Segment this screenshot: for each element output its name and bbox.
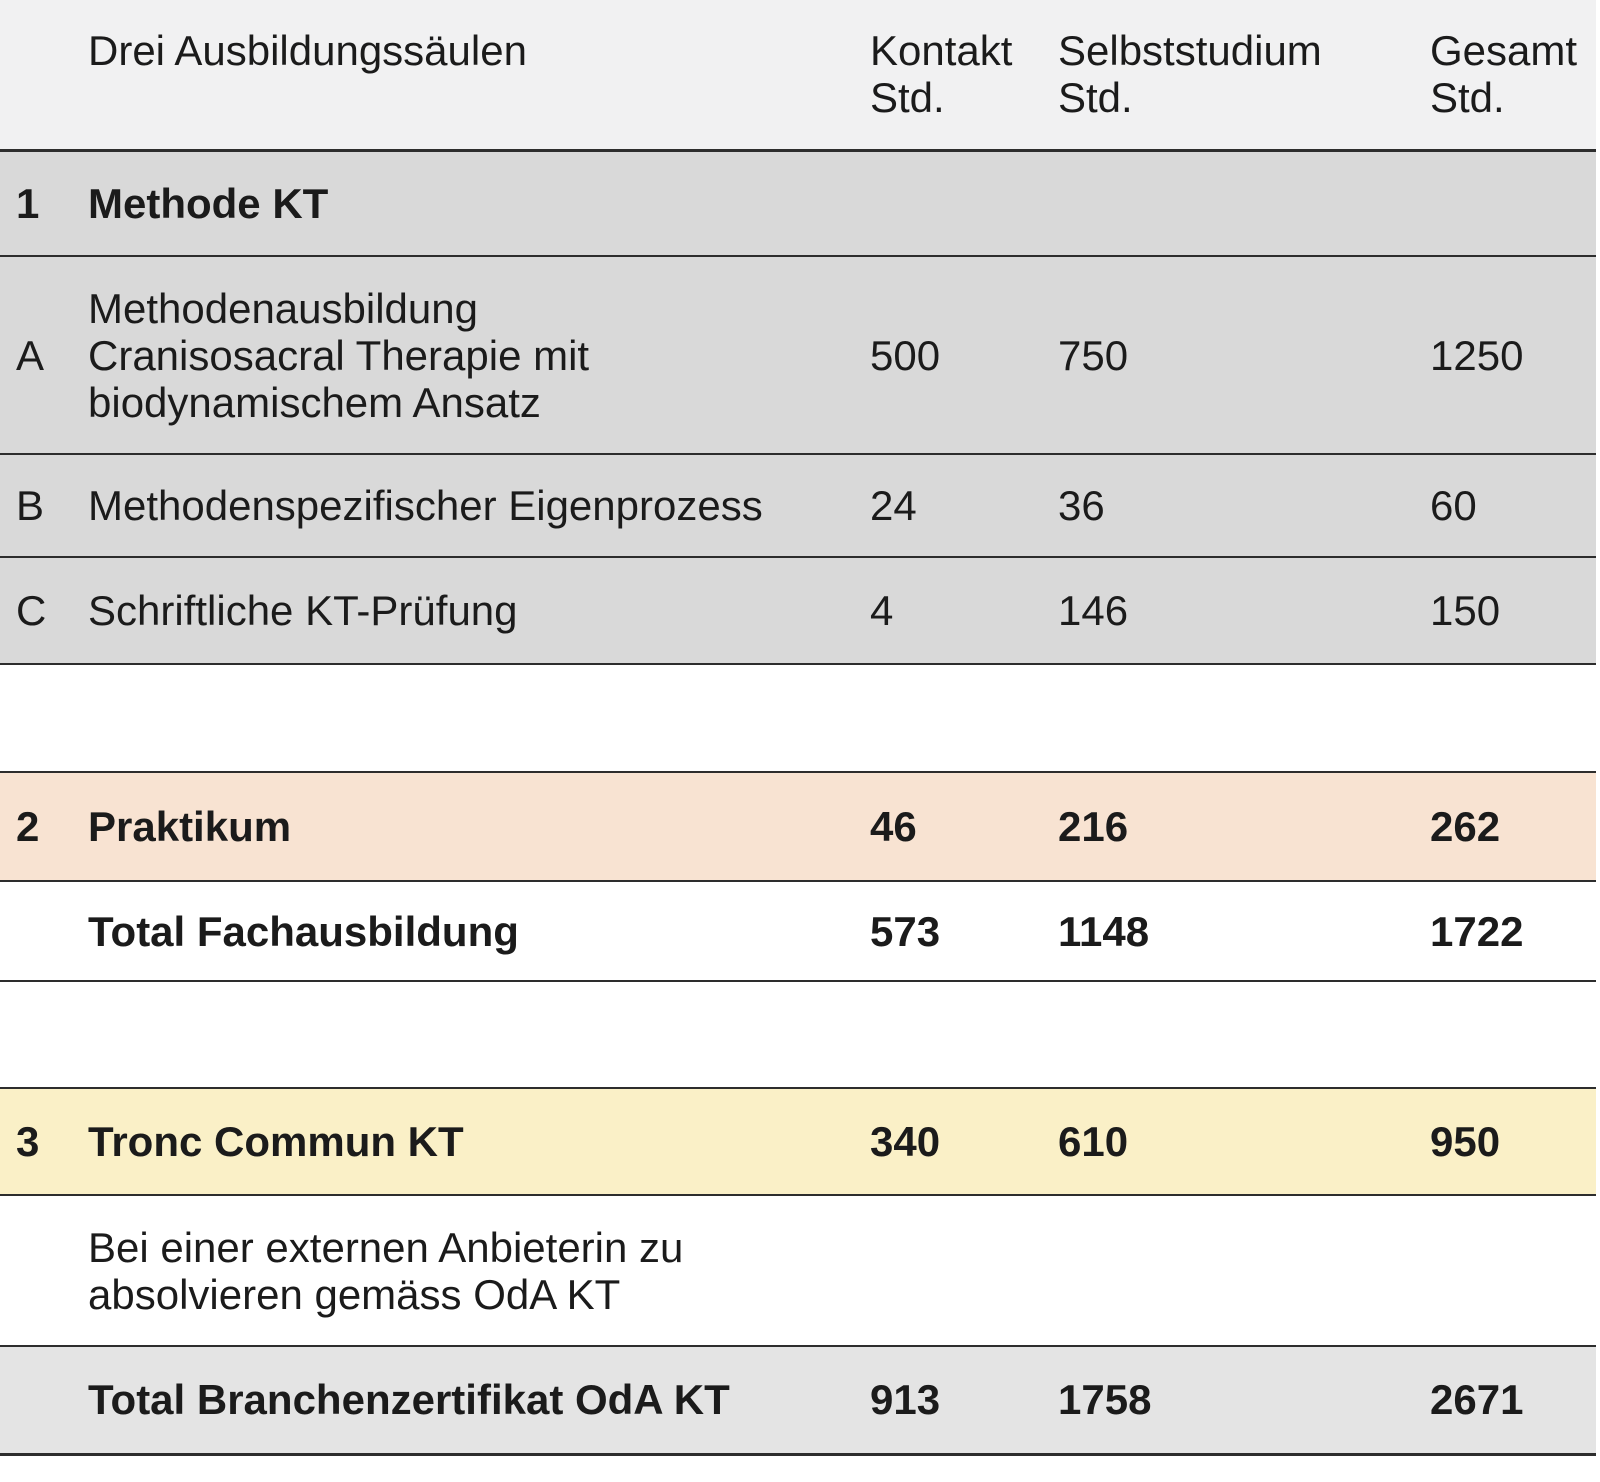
cell-gesamt: 2671 bbox=[1430, 1376, 1524, 1424]
row-label: Methode KT bbox=[88, 179, 329, 227]
row-index: 1 bbox=[16, 179, 40, 227]
cell-gesamt bbox=[1430, 150, 1596, 256]
row-label: Total Fachausbildung bbox=[88, 907, 519, 955]
row-eigenprozess: B Methodenspezifischer Eigenprozess 24 3… bbox=[0, 454, 1596, 557]
row-index bbox=[0, 1346, 88, 1454]
header-gesamt-std: Gesamt Std. bbox=[1430, 27, 1578, 121]
header-index-cell bbox=[0, 0, 88, 150]
cell-selbststudium: 36 bbox=[1058, 482, 1105, 529]
cell-gesamt: 150 bbox=[1430, 587, 1501, 634]
row-kt-pruefung: C Schriftliche KT-Prüfung 4 146 150 bbox=[0, 557, 1596, 664]
row-label: Bei einer externen Anbieterin zu absolvi… bbox=[88, 1223, 684, 1318]
row-index: 3 bbox=[16, 1118, 40, 1165]
spacer-row bbox=[0, 664, 1596, 772]
row-index bbox=[0, 1195, 88, 1346]
header-selbststudium-std: Selbststudium Std. bbox=[1058, 27, 1322, 121]
header-label: Drei Ausbildungssäulen bbox=[88, 27, 527, 74]
cell-kontakt: 500 bbox=[870, 331, 941, 379]
cell-selbststudium: 1758 bbox=[1058, 1376, 1152, 1424]
cell-selbststudium: 146 bbox=[1058, 587, 1129, 634]
cell-gesamt: 262 bbox=[1430, 803, 1501, 850]
row-label: Methodenausbildung Cranisosacral Therapi… bbox=[88, 284, 590, 426]
cell-kontakt: 340 bbox=[870, 1118, 941, 1165]
cell-gesamt: 1722 bbox=[1430, 907, 1524, 955]
cell-selbststudium: 1148 bbox=[1058, 907, 1150, 955]
cell-kontakt: 46 bbox=[870, 803, 917, 850]
row-total-fachausbildung: Total Fachausbildung 573 1148 1722 bbox=[0, 881, 1596, 981]
row-label: Total Branchenzertifikat OdA KT bbox=[88, 1376, 730, 1424]
cell-kontakt: 24 bbox=[870, 482, 917, 529]
row-label: Tronc Commun KT bbox=[88, 1118, 464, 1165]
row-index: A bbox=[16, 331, 45, 379]
cell-selbststudium: 750 bbox=[1058, 331, 1129, 379]
row-index: B bbox=[16, 482, 45, 529]
cell-gesamt: 1250 bbox=[1430, 331, 1524, 379]
cell-selbststudium bbox=[1058, 150, 1430, 256]
row-index: 2 bbox=[16, 803, 40, 850]
header-kontakt-std: Kontakt Std. bbox=[870, 27, 1013, 121]
row-methode-kt: 1 Methode KT bbox=[0, 150, 1596, 256]
table-header-row: Drei Ausbildungssäulen Kontakt Std. Selb… bbox=[0, 0, 1596, 150]
cell-gesamt bbox=[1430, 1195, 1596, 1346]
row-index: C bbox=[16, 587, 47, 634]
cell-selbststudium bbox=[1058, 1195, 1430, 1346]
row-tronc-commun-kt: 3 Tronc Commun KT 340 610 950 bbox=[0, 1088, 1596, 1195]
row-external-provider-note: Bei einer externen Anbieterin zu absolvi… bbox=[0, 1195, 1596, 1346]
row-label: Methodenspezifischer Eigenprozess bbox=[88, 482, 763, 529]
cell-gesamt: 60 bbox=[1430, 482, 1477, 529]
cell-kontakt bbox=[870, 150, 1058, 256]
row-praktikum: 2 Praktikum 46 216 262 bbox=[0, 772, 1596, 881]
spacer-row bbox=[0, 981, 1596, 1088]
row-label: Praktikum bbox=[88, 803, 292, 850]
cell-selbststudium: 610 bbox=[1058, 1118, 1129, 1165]
cell-gesamt: 950 bbox=[1430, 1118, 1501, 1165]
cell-kontakt: 4 bbox=[870, 587, 894, 634]
cell-kontakt: 573 bbox=[870, 907, 941, 955]
row-label: Schriftliche KT-Prüfung bbox=[88, 587, 518, 634]
cell-selbststudium: 216 bbox=[1058, 803, 1129, 850]
row-index bbox=[0, 881, 88, 981]
row-total-branchenzertifikat: Total Branchenzertifikat OdA KT 913 1758… bbox=[0, 1346, 1596, 1454]
row-methodenausbildung: A Methodenausbildung Cranisosacral Thera… bbox=[0, 256, 1596, 454]
cell-kontakt bbox=[870, 1195, 1058, 1346]
cell-kontakt: 913 bbox=[870, 1376, 941, 1424]
